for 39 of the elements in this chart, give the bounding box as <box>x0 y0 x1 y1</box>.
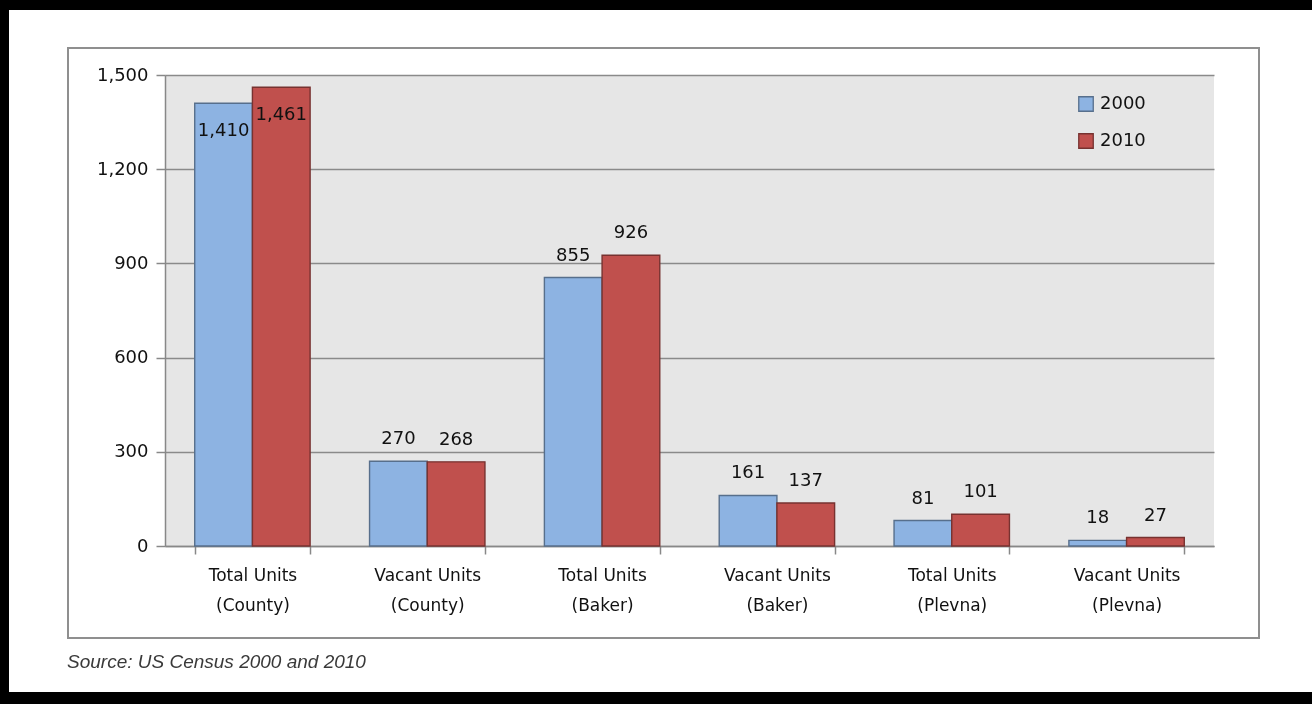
data-label: 81 <box>911 486 935 508</box>
data-label: 270 <box>381 427 416 449</box>
x-tick-label: Total Units (County) <box>207 564 298 615</box>
bar <box>543 276 603 547</box>
x-tick-label: Vacant Units (Plevna) <box>1073 564 1181 615</box>
legend-label: 2000 <box>1100 92 1146 113</box>
y-tick-label: 1,500 <box>96 63 149 85</box>
bar <box>1068 539 1128 547</box>
bar <box>776 502 836 547</box>
data-label: 855 <box>556 243 591 265</box>
data-label: 161 <box>730 461 766 483</box>
y-tick-label: 0 <box>137 534 149 556</box>
data-label: 27 <box>1143 503 1167 525</box>
bar <box>718 494 778 547</box>
x-tick-label: Total Units (Plevna) <box>906 564 997 615</box>
bar <box>368 460 428 547</box>
data-label: 18 <box>1086 506 1110 528</box>
x-tick-label: Vacant Units (County) <box>374 564 482 615</box>
data-label: 268 <box>438 427 474 449</box>
data-label: 1,410 <box>197 119 250 141</box>
source-note: Source: US Census 2000 and 2010 <box>67 651 366 673</box>
bar <box>1125 536 1185 547</box>
data-label: 137 <box>788 468 823 490</box>
data-label: 926 <box>613 221 649 243</box>
y-tick-label: 900 <box>114 251 149 273</box>
x-tick-label: Vacant Units (Baker) <box>724 564 831 615</box>
data-label: 101 <box>963 480 998 502</box>
y-tick-label: 1,200 <box>96 157 149 179</box>
data-label: 1,461 <box>255 103 308 125</box>
bar <box>194 102 254 547</box>
bar <box>426 461 486 547</box>
bar <box>601 254 661 547</box>
y-tick-label: 300 <box>114 440 149 462</box>
bar <box>951 513 1011 547</box>
x-tick-label: Total Units (Baker) <box>557 564 648 615</box>
bar <box>251 86 311 547</box>
bar <box>893 519 953 547</box>
legend-label: 2010 <box>1100 129 1146 150</box>
y-tick-label: 600 <box>114 346 149 368</box>
